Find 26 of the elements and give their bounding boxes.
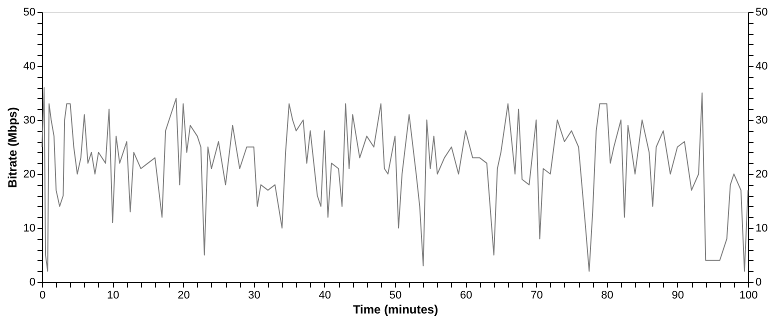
y-tick-label: 50 (23, 6, 36, 18)
y-tick-label: 10 (23, 222, 36, 234)
y-tick-label: 0 (29, 276, 36, 288)
line-series (42, 87, 748, 272)
x-tick-label: 20 (178, 290, 190, 302)
y2-tick-label: 50 (756, 6, 768, 18)
y2-tick-label: 0 (756, 276, 762, 288)
x-tick-label: 10 (106, 290, 120, 302)
y-tick-label: 40 (23, 60, 36, 72)
y2-tick-label: 20 (756, 168, 768, 180)
y2-tick-label: 10 (756, 222, 768, 234)
x-tick-label: 60 (460, 290, 472, 302)
y-tick-label: 30 (23, 114, 36, 126)
x-axis-title: Time (minutes) (352, 302, 438, 316)
x-tick-label: 100 (739, 290, 758, 302)
y-axis-title: Bitrate (Mbps) (5, 107, 20, 188)
y-tick-label: 20 (23, 168, 36, 180)
x-tick-label: 90 (672, 290, 684, 302)
y2-tick-label: 40 (756, 60, 768, 72)
x-tick-label: 30 (248, 290, 260, 302)
x-tick-label: 50 (389, 290, 402, 302)
x-tick-label: 80 (601, 290, 614, 302)
x-tick-label: 0 (39, 290, 46, 302)
x-tick-label: 70 (530, 290, 543, 302)
x-tick-label: 40 (318, 290, 332, 302)
y2-tick-label: 30 (756, 114, 768, 126)
